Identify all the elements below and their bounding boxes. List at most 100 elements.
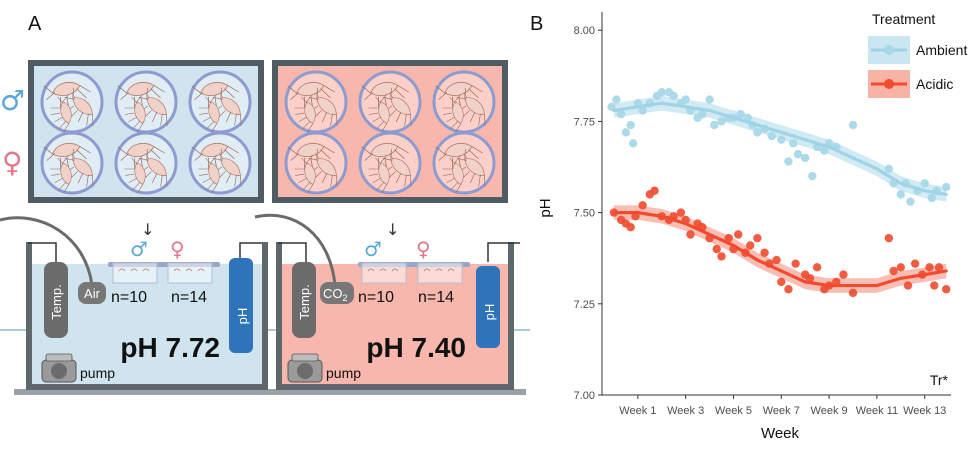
transfer-arrow-acidic: ↓ bbox=[386, 220, 399, 239]
data-point-acidic bbox=[884, 233, 894, 243]
pump-label-ambient: pump bbox=[80, 365, 115, 381]
data-point-ambient bbox=[698, 109, 707, 119]
data-point-ambient bbox=[767, 131, 776, 141]
rack-female-symbol-acidic: ♀ bbox=[416, 237, 431, 261]
data-point-acidic bbox=[784, 285, 793, 294]
significance-annotation: Tr* bbox=[930, 372, 949, 388]
data-point-acidic bbox=[812, 263, 822, 272]
panel-a-letter: A bbox=[28, 13, 42, 35]
data-point-acidic bbox=[839, 270, 848, 279]
temp-probe-label-acidic: Temp. bbox=[297, 284, 312, 319]
ph-value-acidic: pH 7.40 bbox=[366, 332, 466, 363]
n-male-acidic: n=10 bbox=[358, 289, 394, 306]
pump-icon-acidic bbox=[287, 353, 323, 383]
ph-probe-label-acidic: pH bbox=[482, 304, 497, 321]
data-point-acidic bbox=[753, 233, 762, 243]
data-point-ambient bbox=[820, 146, 829, 155]
transfer-arrow-ambient: ↓ bbox=[141, 220, 154, 239]
data-point-ambient bbox=[884, 164, 894, 174]
legend-label-ambient: Ambient bbox=[916, 42, 967, 58]
data-point-ambient bbox=[638, 106, 647, 115]
x-tick-label: Week 7 bbox=[763, 405, 800, 417]
x-tick-label: Week 1 bbox=[619, 405, 656, 417]
y-tick-label: 7.00 bbox=[574, 390, 595, 402]
y-tick-label: 8.00 bbox=[574, 25, 595, 37]
data-point-acidic bbox=[734, 230, 743, 239]
jar-grid-acidic bbox=[286, 71, 497, 195]
pump-icon-ambient bbox=[41, 353, 77, 383]
data-point-acidic bbox=[626, 223, 635, 232]
data-point-acidic bbox=[650, 186, 659, 195]
data-point-ambient bbox=[800, 153, 810, 163]
data-point-acidic bbox=[896, 263, 906, 272]
n-female-acidic: n=14 bbox=[418, 289, 454, 306]
data-point-acidic bbox=[848, 288, 858, 298]
pump-label-acidic: pump bbox=[326, 365, 361, 381]
y-axis-title: pH bbox=[537, 198, 554, 217]
jar-grid-ambient bbox=[42, 71, 253, 195]
data-point-ambient bbox=[927, 193, 937, 203]
data-point-ambient bbox=[920, 179, 929, 188]
x-tick-label: Week 9 bbox=[811, 405, 848, 417]
x-tick-label: Week 13 bbox=[903, 405, 946, 417]
data-point-ambient bbox=[612, 95, 621, 104]
data-point-ambient bbox=[616, 109, 626, 119]
data-point-ambient bbox=[681, 95, 690, 104]
data-point-acidic bbox=[805, 274, 815, 283]
experiment-tank-ambient: Temp. Air ♂ ♀ n=10 n=14 pH pH 7.72 pump bbox=[0, 216, 268, 390]
gas-label-acidic: CO2 bbox=[323, 286, 348, 303]
data-point-acidic bbox=[910, 259, 920, 268]
data-point-acidic bbox=[717, 252, 726, 261]
n-male-ambient: n=10 bbox=[111, 289, 147, 306]
data-point-acidic bbox=[930, 281, 939, 290]
data-point-acidic bbox=[942, 285, 951, 294]
data-point-acidic bbox=[889, 266, 898, 276]
data-point-acidic bbox=[686, 230, 695, 239]
ph-value-ambient: pH 7.72 bbox=[120, 332, 220, 363]
data-point-acidic bbox=[724, 233, 733, 243]
rack-male-symbol-acidic: ♂ bbox=[364, 237, 382, 261]
data-point-ambient bbox=[784, 157, 793, 166]
data-point-ambient bbox=[942, 182, 951, 192]
y-tick-label: 7.25 bbox=[574, 299, 595, 311]
data-point-ambient bbox=[808, 171, 817, 181]
data-point-ambient bbox=[793, 150, 803, 159]
data-point-acidic bbox=[676, 208, 686, 217]
gas-label-ambient: Air bbox=[84, 286, 101, 301]
data-point-ambient bbox=[705, 95, 714, 104]
male-symbol: ♂ bbox=[0, 84, 25, 117]
data-point-ambient bbox=[717, 117, 726, 126]
x-tick-label: Week 5 bbox=[715, 405, 752, 417]
base-plate bbox=[14, 389, 526, 395]
data-point-ambient bbox=[848, 120, 858, 130]
data-point-acidic bbox=[777, 277, 786, 287]
panel-b-chart: B 7.00 7.25 7.50 7.75 8.00 Week 1 Week 3 Week 5… bbox=[530, 11, 967, 442]
data-point-acidic bbox=[746, 241, 755, 250]
data-point-acidic bbox=[791, 259, 800, 268]
panel-b-letter: B bbox=[530, 13, 543, 35]
data-point-ambient bbox=[777, 135, 786, 144]
data-point-ambient bbox=[736, 109, 745, 119]
y-tick-label: 7.50 bbox=[574, 208, 595, 220]
data-point-acidic bbox=[760, 248, 769, 257]
panel-a-illustration: A ♂ ♀ ↓ ↓ Temp. Air bbox=[0, 13, 530, 395]
rack-male-symbol-ambient: ♂ bbox=[130, 237, 148, 261]
data-point-ambient bbox=[710, 120, 719, 130]
legend: Treatment Ambient Acidic bbox=[868, 11, 967, 98]
x-tick-label: Week 11 bbox=[856, 405, 898, 417]
data-point-ambient bbox=[906, 197, 915, 206]
data-point-acidic bbox=[903, 281, 913, 290]
ph-probe-label-ambient: pH bbox=[235, 308, 250, 325]
legend-label-acidic: Acidic bbox=[916, 76, 953, 92]
x-tick-label: Week 3 bbox=[667, 405, 704, 417]
data-point-ambient bbox=[753, 128, 762, 137]
data-point-ambient bbox=[626, 120, 635, 130]
legend-title: Treatment bbox=[872, 11, 935, 27]
data-point-ambient bbox=[628, 139, 638, 148]
data-point-acidic bbox=[925, 263, 934, 272]
data-point-ambient bbox=[657, 88, 666, 97]
data-point-acidic bbox=[638, 201, 647, 210]
fit-line-ambient bbox=[612, 101, 948, 196]
n-female-ambient: n=14 bbox=[171, 289, 207, 306]
